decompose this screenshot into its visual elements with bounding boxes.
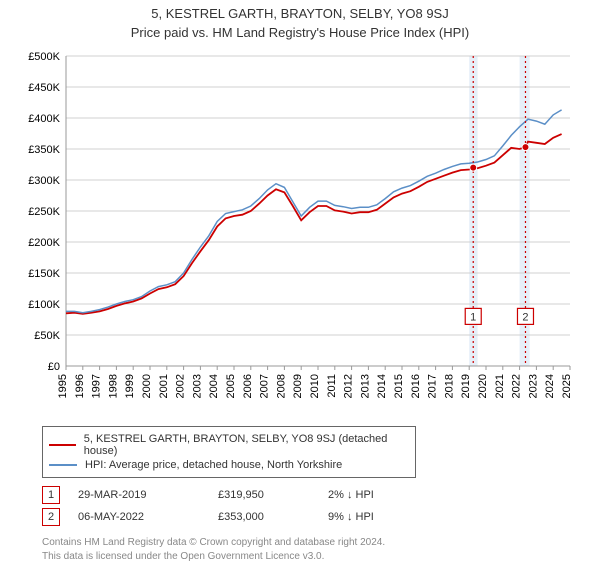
- svg-text:2011: 2011: [326, 374, 338, 398]
- svg-text:2006: 2006: [242, 374, 254, 398]
- svg-text:2012: 2012: [343, 374, 355, 398]
- line-chart: £0 £50K £100K £150K £200K £250K £300K £350K £400…: [20, 48, 580, 418]
- svg-text:1996: 1996: [74, 374, 86, 398]
- chart-title: 5, KESTREL GARTH, BRAYTON, SELBY, YO8 9S…: [0, 6, 600, 21]
- legend-swatch: [49, 464, 77, 466]
- svg-text:2005: 2005: [225, 374, 237, 398]
- footer-line1: Contains HM Land Registry data © Crown c…: [42, 536, 562, 550]
- svg-text:2017: 2017: [427, 374, 439, 398]
- chart-area: £0 £50K £100K £150K £200K £250K £300K £350K £400…: [20, 48, 580, 418]
- svg-text:2: 2: [522, 311, 528, 323]
- svg-text:2015: 2015: [393, 374, 405, 398]
- series-price_paid: [66, 134, 562, 314]
- svg-text:2001: 2001: [158, 374, 170, 398]
- svg-text:2019: 2019: [460, 374, 472, 398]
- marker-diff: 9% ↓ HPI: [328, 511, 438, 523]
- svg-text:1998: 1998: [107, 374, 119, 398]
- svg-text:2009: 2009: [292, 374, 304, 398]
- svg-text:2000: 2000: [141, 374, 153, 398]
- svg-text:2018: 2018: [443, 374, 455, 398]
- marker-badge: 2: [42, 508, 60, 526]
- footer: Contains HM Land Registry data © Crown c…: [42, 536, 562, 563]
- svg-text:2024: 2024: [544, 374, 556, 398]
- legend-swatch: [49, 444, 76, 446]
- svg-text:2021: 2021: [494, 374, 506, 398]
- marker-price: £353,000: [218, 511, 328, 523]
- svg-text:2016: 2016: [410, 374, 422, 398]
- svg-text:£250K: £250K: [28, 206, 60, 218]
- svg-text:£450K: £450K: [28, 82, 60, 94]
- marker-badge: 1: [42, 486, 60, 504]
- svg-text:2020: 2020: [477, 374, 489, 398]
- svg-text:1999: 1999: [124, 374, 136, 398]
- legend-item: HPI: Average price, detached house, Nort…: [49, 459, 409, 471]
- svg-text:2025: 2025: [561, 374, 573, 398]
- svg-text:£350K: £350K: [28, 144, 60, 156]
- markers-table: 1 29-MAR-2019£319,9502% ↓ HPI 2 06-MAY-2022…: [42, 484, 562, 528]
- marker-diff: 2% ↓ HPI: [328, 489, 438, 501]
- marker-row: 2 06-MAY-2022£353,0009% ↓ HPI: [42, 506, 562, 528]
- svg-text:2010: 2010: [309, 374, 321, 398]
- marker-row: 1 29-MAR-2019£319,9502% ↓ HPI: [42, 484, 562, 506]
- svg-text:£150K: £150K: [28, 268, 60, 280]
- svg-text:1995: 1995: [57, 374, 69, 398]
- svg-text:£50K: £50K: [34, 330, 60, 342]
- svg-text:£300K: £300K: [28, 175, 60, 187]
- legend: 5, KESTREL GARTH, BRAYTON, SELBY, YO8 9S…: [42, 426, 416, 478]
- svg-text:£200K: £200K: [28, 237, 60, 249]
- svg-text:2007: 2007: [259, 374, 271, 398]
- chart-subtitle: Price paid vs. HM Land Registry's House …: [0, 25, 600, 40]
- svg-text:£100K: £100K: [28, 299, 60, 311]
- svg-text:2002: 2002: [175, 374, 187, 398]
- svg-text:2014: 2014: [376, 374, 388, 398]
- svg-text:2022: 2022: [511, 374, 523, 398]
- marker-date: 29-MAR-2019: [78, 489, 218, 501]
- svg-text:1: 1: [470, 311, 476, 323]
- marker-date: 06-MAY-2022: [78, 511, 218, 523]
- svg-text:2013: 2013: [359, 374, 371, 398]
- legend-label: 5, KESTREL GARTH, BRAYTON, SELBY, YO8 9S…: [84, 433, 409, 457]
- svg-text:£500K: £500K: [28, 51, 60, 63]
- svg-text:2008: 2008: [275, 374, 287, 398]
- marker-price: £319,950: [218, 489, 328, 501]
- footer-line2: This data is licensed under the Open Gov…: [42, 550, 562, 563]
- svg-text:2003: 2003: [191, 374, 203, 398]
- svg-text:1997: 1997: [91, 374, 103, 398]
- svg-text:£400K: £400K: [28, 113, 60, 125]
- svg-text:2004: 2004: [208, 374, 220, 398]
- legend-label: HPI: Average price, detached house, Nort…: [85, 459, 342, 471]
- svg-text:2023: 2023: [527, 374, 539, 398]
- svg-text:£0: £0: [48, 361, 60, 373]
- legend-item: 5, KESTREL GARTH, BRAYTON, SELBY, YO8 9S…: [49, 433, 409, 457]
